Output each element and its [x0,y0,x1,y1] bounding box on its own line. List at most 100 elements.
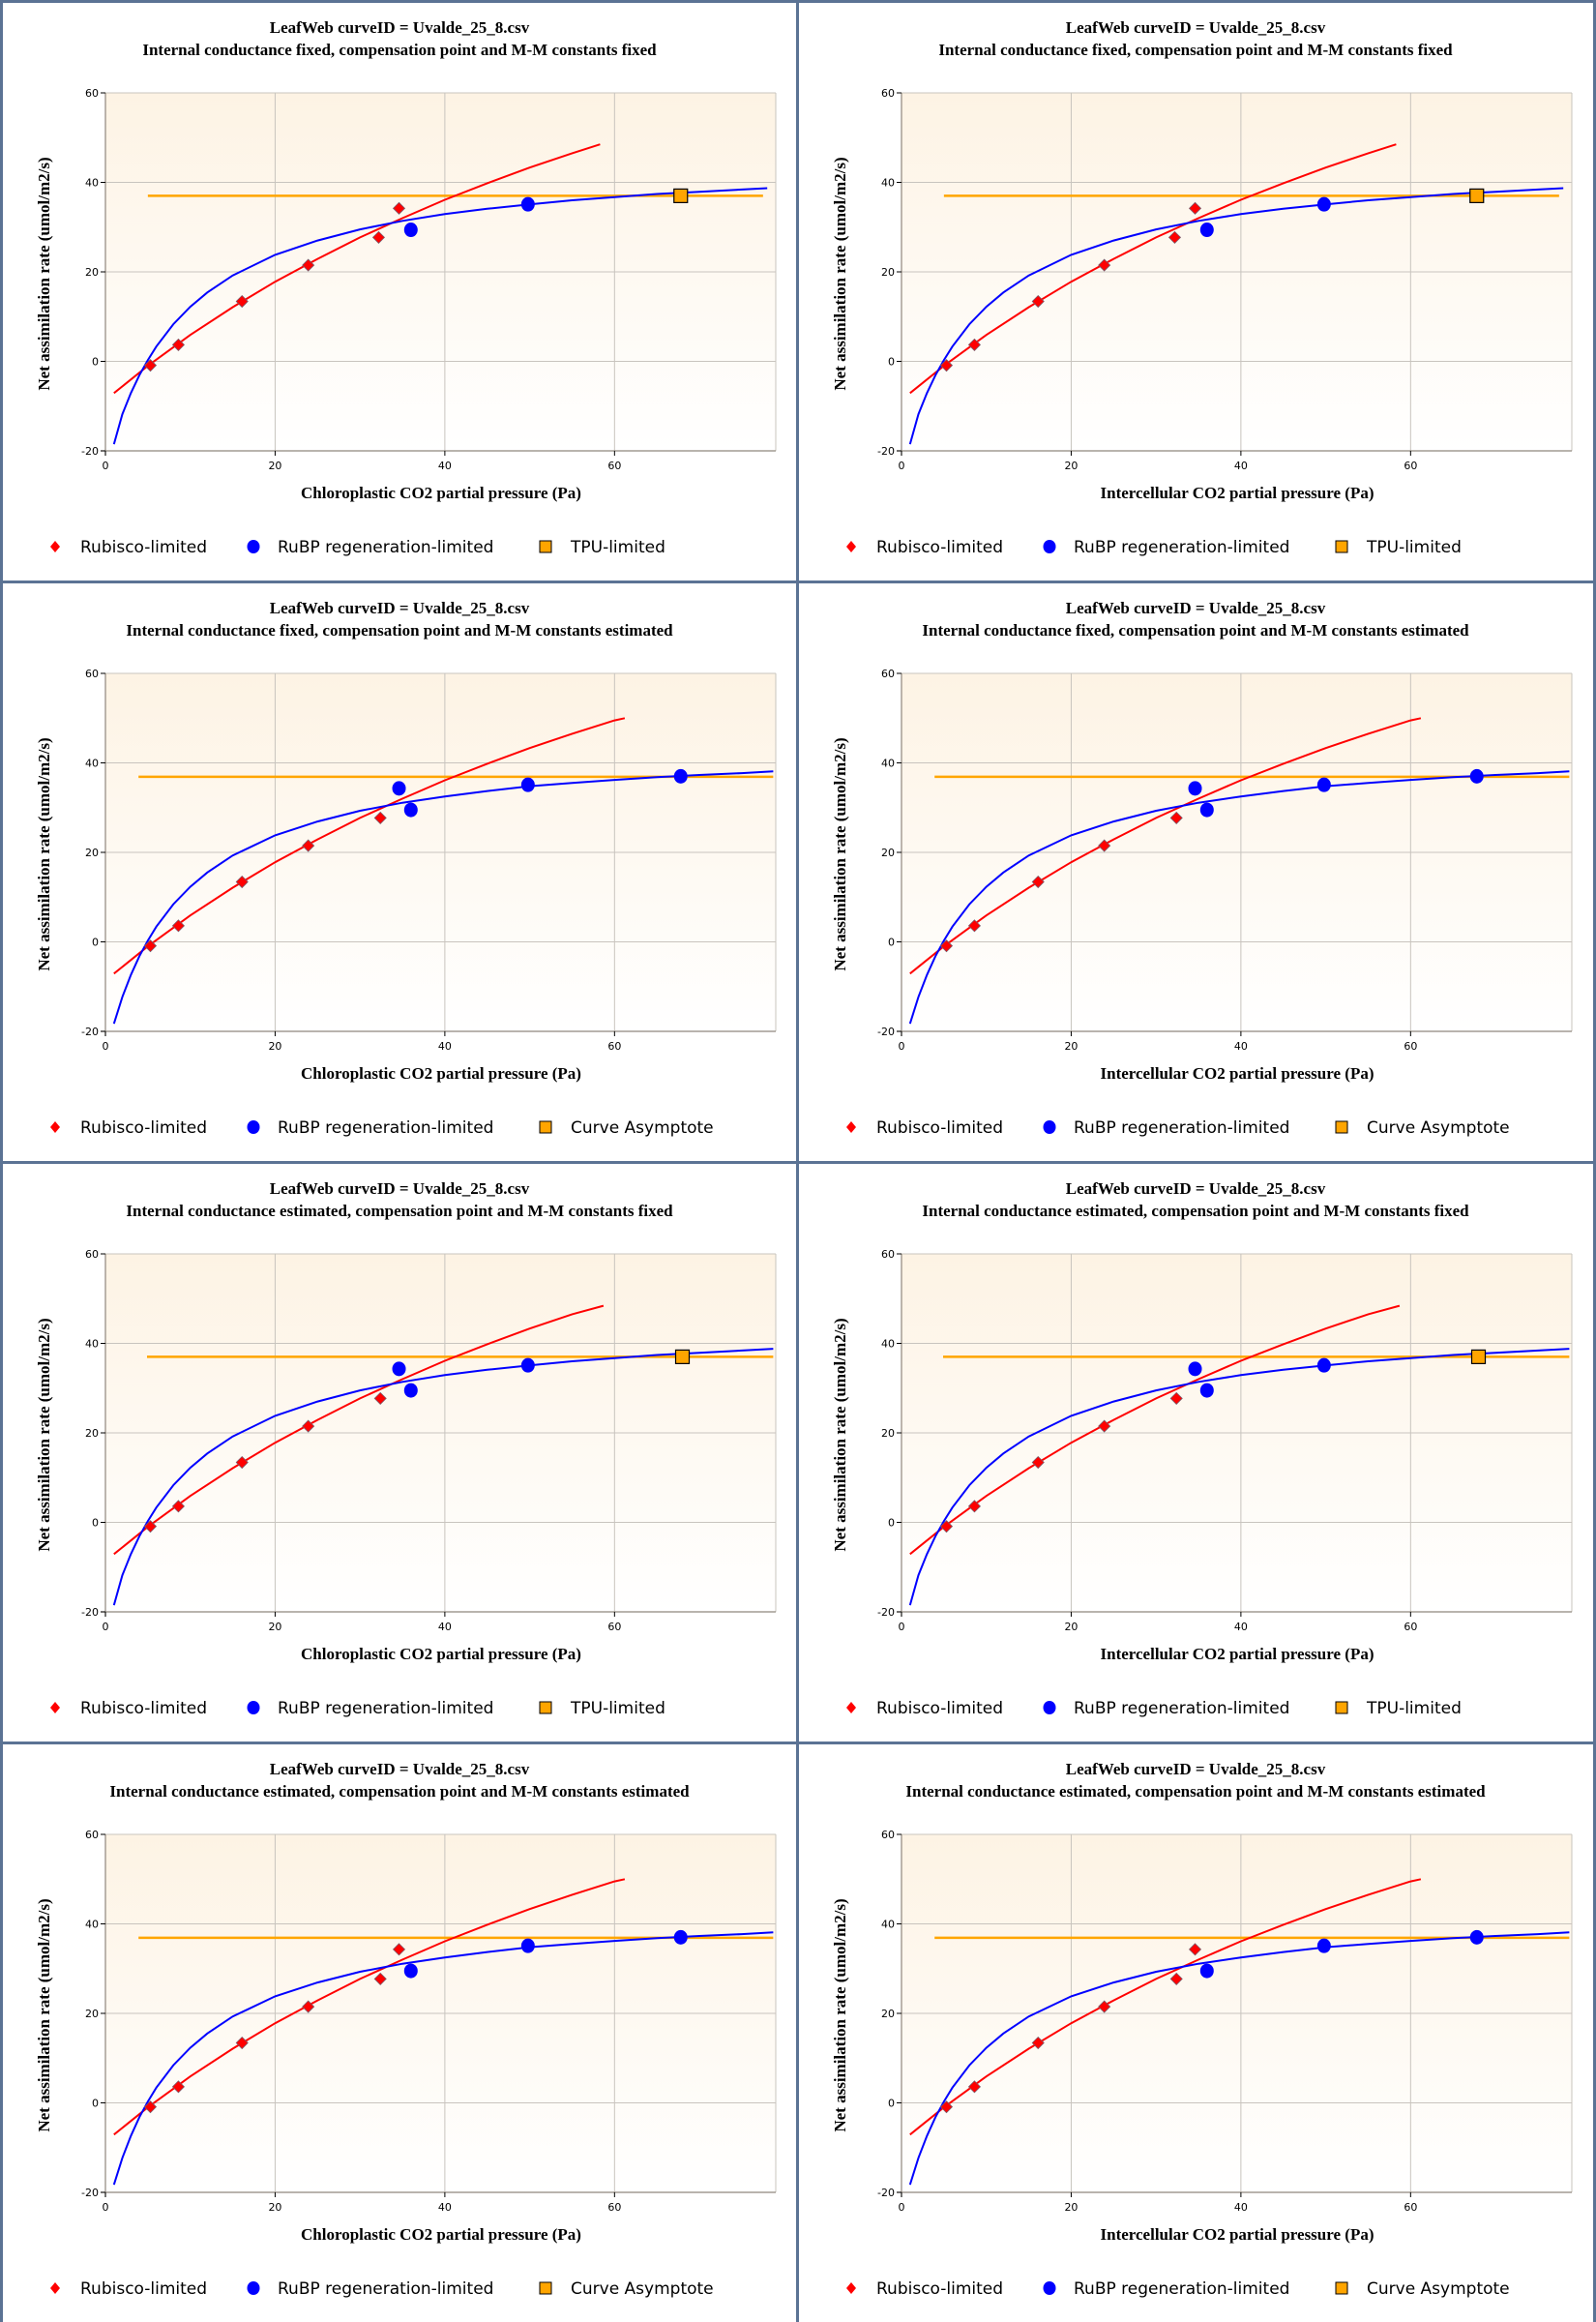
chart-subtitle: Internal conductance fixed, compensation… [938,41,1453,59]
rubisco-curve [909,717,1422,975]
legend-rubisco-marker [846,541,856,552]
x-tick-label: 20 [1064,460,1078,472]
rubisco-point [302,258,315,272]
legend-third-label: TPU-limited [570,1699,665,1718]
y-axis-label: Net assimilation rate (umol/m2/s) [831,1318,849,1551]
y-tick-label: 60 [881,1829,895,1841]
rubisco-point [302,1419,315,1433]
rubp-point [1188,781,1202,796]
legend-rubp-marker [247,2281,260,2295]
rubisco-curve [909,143,1397,395]
y-tick-label: 40 [85,177,99,190]
y-tick-label: 0 [888,937,895,949]
x-axis-label: Chloroplastic CO2 partial pressure (Pa) [301,1645,581,1663]
x-tick-label: 0 [899,1621,905,1633]
chart-subtitle: Internal conductance fixed, compensation… [922,621,1469,640]
legend-third-label: TPU-limited [1366,538,1462,557]
y-tick-label: 40 [881,1919,895,1931]
legend-rubp-marker [247,1120,260,1134]
x-tick-label: 40 [438,2201,452,2214]
x-tick-label: 60 [607,460,621,472]
chart-panel: LeafWeb curveID = Uvalde_25_8.csv Interna… [799,1744,1593,2322]
rubisco-point [1098,2000,1111,2013]
y-tick-label: 0 [92,1517,99,1530]
rubisco-point [1031,875,1045,889]
legend-third-marker [1335,540,1348,553]
aci-curve-chart: LeafWeb curveID = Uvalde_25_8.csv Interna… [35,18,777,557]
legend-rubp-label: RuBP regeneration-limited [1074,1699,1289,1718]
x-tick-label: 0 [899,2201,905,2214]
legend-third-label: TPU-limited [1366,1699,1462,1718]
x-tick-label: 20 [268,2201,281,2214]
legend-third-marker [539,2281,552,2295]
legend-rubp-label: RuBP regeneration-limited [1074,2279,1289,2299]
rubp-point [1199,223,1214,238]
legend-third-marker [1335,1120,1348,1134]
x-tick-label: 20 [268,460,281,472]
aci-curve-chart: LeafWeb curveID = Uvalde_25_8.csv Interna… [831,599,1573,1138]
y-tick-label: 20 [85,847,99,859]
rubisco-point [1098,258,1111,272]
x-tick-label: 60 [1404,1621,1417,1633]
x-tick-label: 20 [1064,2201,1078,2214]
legend-rubisco-label: Rubisco-limited [80,2279,207,2299]
y-axis-label: Net assimilation rate (umol/m2/s) [35,1318,53,1551]
x-axis-label: Chloroplastic CO2 partial pressure (Pa) [301,484,581,502]
rubisco-point [1031,1455,1045,1470]
x-axis-label: Chloroplastic CO2 partial pressure (Pa) [301,1064,581,1083]
rubp-point [1316,1357,1331,1373]
y-tick-label: 40 [881,758,895,770]
x-tick-label: 40 [438,460,452,472]
y-tick-label: -20 [81,445,99,458]
legend-rubisco-marker [846,1702,856,1713]
y-tick-label: -20 [81,1026,99,1038]
x-tick-label: 20 [268,1040,281,1053]
y-tick-label: 40 [85,1338,99,1351]
y-tick-label: 20 [85,266,99,279]
x-axis-label: Intercellular CO2 partial pressure (Pa) [1101,1645,1374,1663]
chart-panel: LeafWeb curveID = Uvalde_25_8.csv Interna… [3,3,796,580]
rubisco-point [171,919,186,933]
chart-panel: LeafWeb curveID = Uvalde_25_8.csv Interna… [799,1164,1593,1742]
chart-title: LeafWeb curveID = Uvalde_25_8.csv [1066,18,1326,37]
y-tick-label: 60 [85,87,99,100]
rubisco-point [1098,839,1111,852]
legend-rubisco-marker [50,2282,60,2294]
x-axis-label: Intercellular CO2 partial pressure (Pa) [1101,484,1374,502]
rubisco-point [235,1455,249,1470]
rubp-point [1316,196,1331,212]
x-axis-label: Chloroplastic CO2 partial pressure (Pa) [301,2225,581,2244]
rubp-point [392,1361,406,1377]
y-tick-label: 0 [888,2098,895,2110]
rubisco-curve [909,1878,1422,2136]
x-tick-label: 0 [103,1621,109,1633]
chart-subtitle: Internal conductance fixed, compensation… [126,621,673,640]
x-tick-label: 60 [607,1040,621,1053]
legend-third-marker [539,1701,552,1714]
legend: Rubisco-limited RuBP regeneration-limited… [846,1118,1510,1138]
legend-rubp-marker [1043,540,1056,553]
x-axis-label: Intercellular CO2 partial pressure (Pa) [1101,2225,1374,2244]
rubisco-point [1169,1391,1183,1405]
y-tick-label: 60 [881,668,895,680]
legend-third-label: Curve Asymptote [1367,2279,1510,2299]
rubisco-point [1031,2036,1045,2050]
rubp-point [520,777,535,792]
rubp-point [403,223,418,238]
x-tick-label: 20 [268,1621,281,1633]
aci-curve-chart: LeafWeb curveID = Uvalde_25_8.csv Interna… [831,1179,1573,1718]
x-tick-label: 40 [1234,1621,1248,1633]
y-tick-label: 20 [881,847,895,859]
rubp-point [673,768,688,784]
y-tick-label: 60 [85,1248,99,1261]
chart-panel: LeafWeb curveID = Uvalde_25_8.csv Interna… [799,583,1593,1161]
legend-rubp-label: RuBP regeneration-limited [278,1699,493,1718]
chart-subtitle: Internal conductance estimated, compensa… [109,1782,690,1801]
y-tick-label: -20 [877,2187,895,2199]
rubisco-point [1169,1972,1183,1985]
rubisco-point [171,1500,186,1513]
legend-rubp-label: RuBP regeneration-limited [1074,1118,1289,1138]
legend-rubp-marker [1043,1120,1056,1134]
rubisco-point [1031,294,1045,309]
rubisco-point [373,1391,387,1405]
